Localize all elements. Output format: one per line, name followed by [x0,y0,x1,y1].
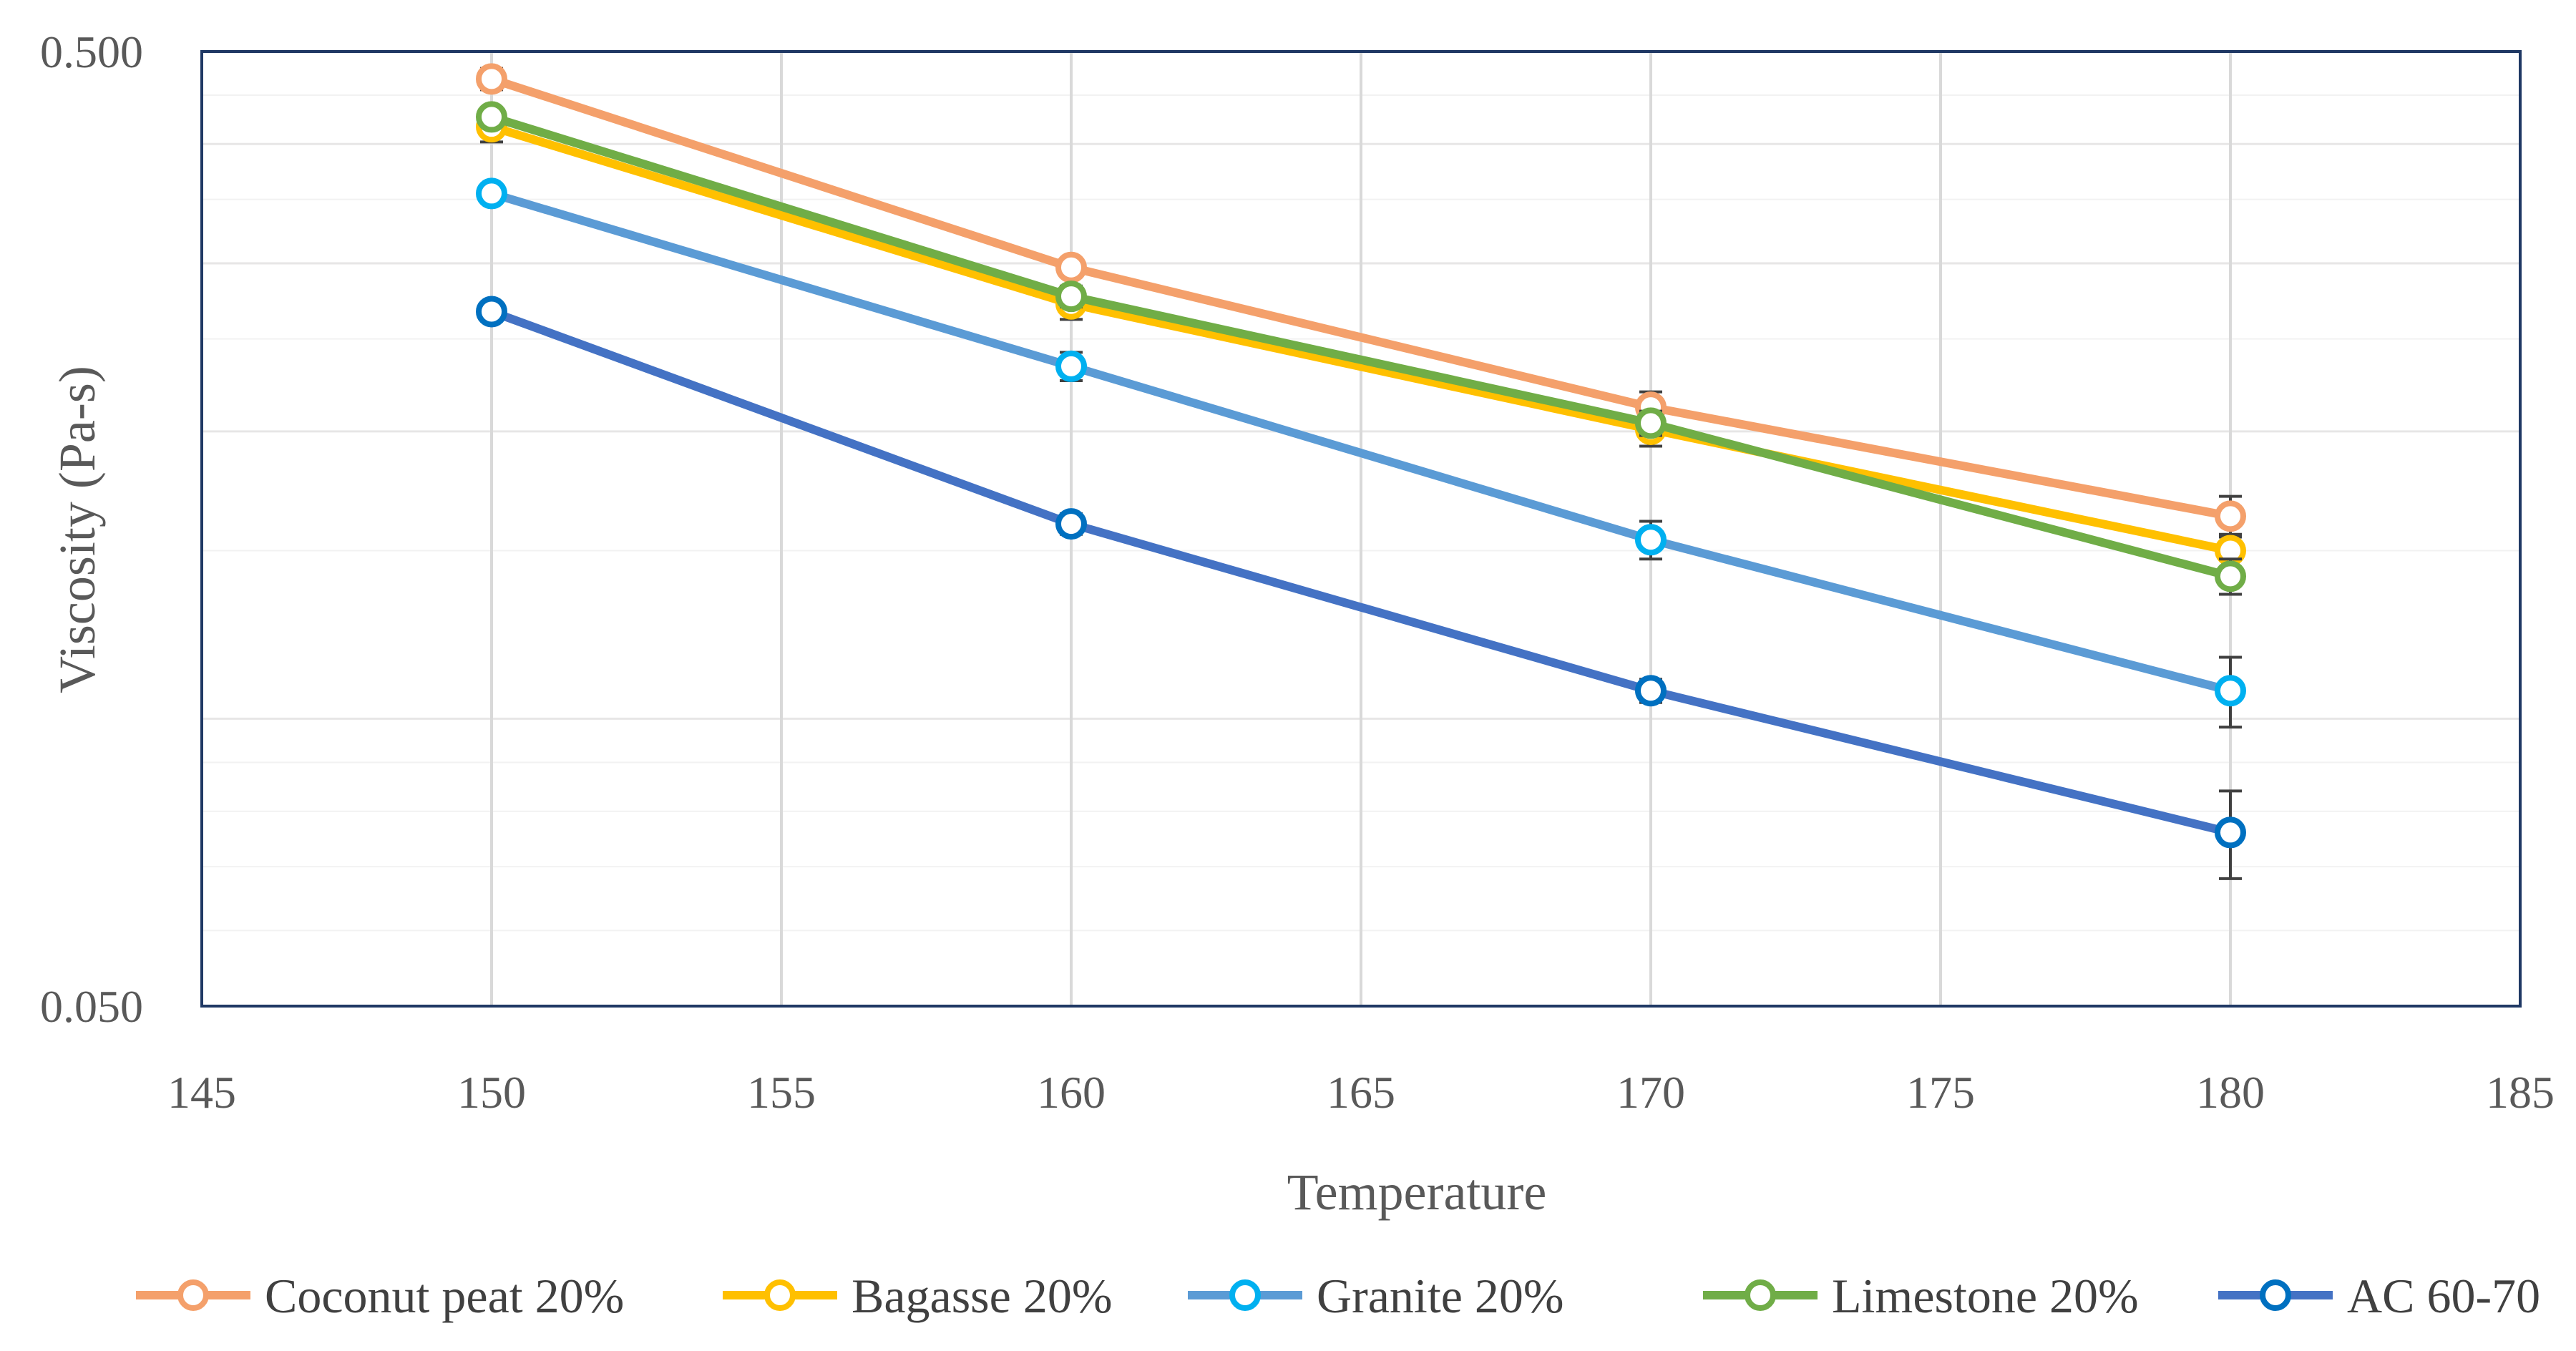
data-point [1055,281,1087,313]
legend-item: Limestone 20% [1703,1269,2139,1323]
legend-item: Coconut peat 20% [136,1269,624,1323]
legend: Coconut peat 20% Bagasse 20% Granite 20% Li… [136,1269,2540,1323]
data-point [2215,675,2246,707]
data-point [476,177,507,210]
data-point [1635,524,1667,556]
data-point [1635,407,1667,439]
series-line [487,189,2235,696]
x-tick-label: 180 [2196,1067,2265,1118]
legend-swatch-marker [1229,1279,1261,1311]
data-point [476,63,507,95]
legend-swatch-marker [2260,1279,2291,1311]
x-tick-label: 175 [1906,1067,1975,1118]
series-2 [476,177,2246,729]
legend-swatch-marker [1745,1279,1776,1311]
legend-label: Granite 20% [1317,1269,1564,1323]
series-line [487,122,2235,555]
data-point [1635,675,1667,707]
legend-label: Bagasse 20% [852,1269,1112,1323]
legend-swatch-marker [177,1279,209,1311]
data-point [2215,560,2246,592]
legend-item: AC 60-70 [2218,1269,2540,1323]
x-axis-tick-labels: 145 150 155 160 165 170 175 180 185 [167,1067,2555,1118]
data-point [1055,350,1087,382]
data-point [476,101,507,133]
legend-label: AC 60-70 [2347,1269,2540,1323]
x-axis-title: Temperature [1287,1164,1547,1221]
x-tick-label: 160 [1037,1067,1106,1118]
y-axis-tick-labels: 0.050 0.500 [40,26,143,1032]
series-line [487,74,2235,521]
data-point [1055,508,1087,540]
series-layer [476,63,2246,880]
plot-area-border [200,50,2522,1008]
legend-item: Granite 20% [1188,1269,1564,1323]
y-axis-title: Viscosity (Pa-s) [49,366,106,693]
series-4 [476,296,2246,880]
legend-item: Bagasse 20% [723,1269,1112,1323]
y-tick-label: 0.500 [40,26,143,77]
x-tick-label: 165 [1327,1067,1395,1118]
series-line [487,112,2235,581]
x-tick-label: 170 [1616,1067,1685,1118]
legend-label: Limestone 20% [1832,1269,2139,1323]
series-line [487,307,2235,837]
data-point [1055,251,1087,283]
data-point [476,296,507,328]
x-tick-label: 155 [747,1067,816,1118]
series-3 [476,101,2246,596]
data-point [2215,816,2246,849]
x-tick-label: 150 [457,1067,526,1118]
legend-swatch-marker [764,1279,796,1311]
data-point [2215,500,2246,532]
x-tick-label: 145 [167,1067,236,1118]
y-tick-label: 0.050 [40,981,143,1032]
x-tick-label: 185 [2486,1067,2555,1118]
legend-label: Coconut peat 20% [265,1269,624,1323]
